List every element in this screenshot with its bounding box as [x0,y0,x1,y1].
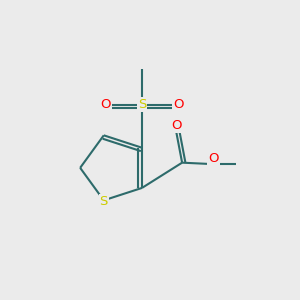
Text: O: O [171,119,181,132]
Text: O: O [100,98,111,111]
Text: S: S [138,98,146,111]
Text: S: S [100,195,108,208]
Text: O: O [173,98,184,111]
Text: O: O [208,152,219,165]
